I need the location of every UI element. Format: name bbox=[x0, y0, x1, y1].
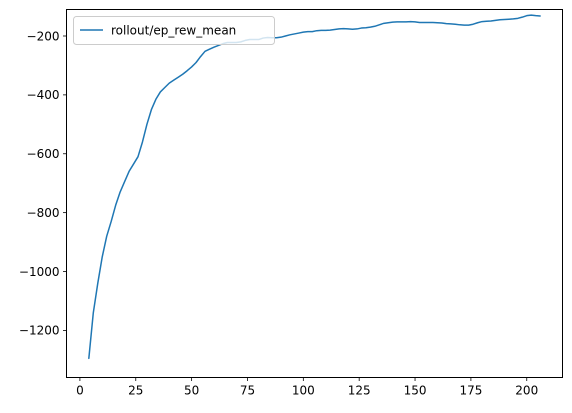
legend-label: rollout/ep_rew_mean bbox=[111, 24, 236, 38]
tick-layer: 0 25 50 75 100 125 150 175 200 −1200 −1000 −800 −600… bbox=[19, 29, 538, 397]
plot-area bbox=[88, 14, 541, 360]
y-tick-label: −1200 bbox=[19, 324, 60, 338]
y-tick-label: −200 bbox=[27, 29, 60, 43]
x-tick-label: 75 bbox=[240, 384, 255, 398]
x-tick-label: 100 bbox=[292, 384, 315, 398]
x-tick-label: 200 bbox=[515, 384, 538, 398]
y-tick-label: −1000 bbox=[19, 265, 60, 279]
x-tick-label: 25 bbox=[128, 384, 143, 398]
x-tick-label: 150 bbox=[404, 384, 427, 398]
y-tick-label: −800 bbox=[27, 206, 60, 220]
x-tick-label: 50 bbox=[184, 384, 199, 398]
x-tick-label: 125 bbox=[348, 384, 371, 398]
axes-frame bbox=[66, 9, 563, 378]
y-tick-label: −400 bbox=[27, 88, 60, 102]
y-tick-label: −600 bbox=[27, 147, 60, 161]
x-tick-label: 0 bbox=[76, 384, 84, 398]
series-line-rollout-ep-rew-mean bbox=[88, 14, 541, 360]
legend-box bbox=[73, 16, 275, 45]
legend: rollout/ep_rew_mean bbox=[73, 16, 275, 45]
x-tick-label: 175 bbox=[459, 384, 482, 398]
